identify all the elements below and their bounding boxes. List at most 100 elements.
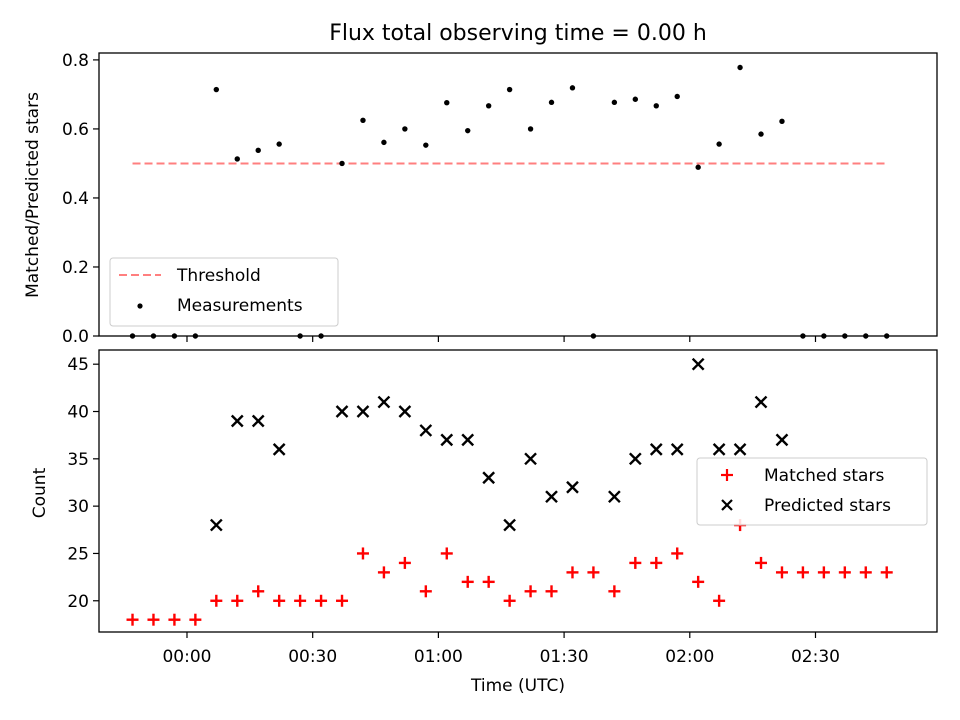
measurement-point — [506, 86, 513, 93]
matched-star-point — [356, 547, 369, 560]
measurement-point — [716, 141, 722, 147]
matched-star-point — [587, 566, 600, 579]
measurement-point — [213, 86, 220, 93]
bottom-x-axis: 00:00 00:30 01:00 01:30 02:00 02:30 — [162, 632, 840, 667]
top-legend-box — [109, 257, 339, 327]
measurement-point — [548, 99, 555, 106]
predicted-star-point — [356, 405, 370, 418]
measurements-legend-label: Measurements — [177, 296, 303, 316]
matched-star-point — [252, 585, 265, 598]
matched-star-point — [880, 566, 893, 579]
predicted-star-stroke-b — [419, 424, 433, 437]
bottom-y-axis-label: Count — [30, 467, 50, 518]
predicted-star-stroke-b — [335, 405, 349, 418]
measurement-point — [653, 103, 659, 109]
predicted-star-stroke-b — [545, 490, 558, 504]
predicted-star-point — [524, 452, 537, 466]
predicted-star-point — [503, 518, 516, 532]
predicted-star-point — [398, 405, 412, 418]
measurement-point — [360, 117, 366, 123]
predicted-star-stroke-b — [649, 443, 663, 456]
predicted-legend-swatch — [721, 499, 733, 511]
matched-star-point — [796, 566, 809, 579]
measurement-point — [569, 85, 576, 91]
measurement-point — [632, 96, 639, 102]
predicted-star-stroke-b — [482, 471, 496, 485]
matched-star-point — [377, 566, 390, 579]
predicted-star-stroke-b — [566, 480, 579, 494]
predicted-star-point — [649, 443, 663, 456]
predicted-star-point — [461, 433, 475, 447]
matched-star-point — [545, 585, 558, 598]
measurement-point — [402, 126, 408, 132]
predicted-star-point — [775, 433, 789, 447]
predicted-star-point — [545, 490, 558, 504]
bottom-y-tick-label: 20 — [67, 592, 89, 612]
matched-star-point — [755, 556, 768, 569]
measurement-point — [611, 99, 618, 106]
matched-star-point — [503, 594, 516, 607]
predicted-star-stroke-b — [356, 405, 370, 418]
predicted-star-point — [628, 452, 642, 466]
top-y-tick-label: 0.8 — [62, 51, 89, 71]
predicted-star-point — [712, 443, 726, 456]
top-y-axis-label: Matched/Predicted stars — [23, 92, 43, 298]
top-panel: 0.00.20.40.60.8 Matched/Predicted stars … — [23, 51, 938, 347]
bottom-y-tick-label: 25 — [67, 544, 89, 564]
predicted-star-point — [419, 424, 433, 437]
bottom-plot-frame — [98, 349, 938, 633]
matched-star-point — [713, 594, 726, 607]
matched-star-point — [315, 594, 328, 607]
matched-star-point — [461, 575, 474, 588]
matched-star-point — [608, 585, 621, 598]
predicted-star-stroke-b — [608, 490, 621, 504]
predicted-star-point — [754, 395, 768, 409]
top-y-tick-label: 0.6 — [62, 120, 89, 140]
measurement-point — [255, 147, 261, 154]
measurement-point — [737, 64, 743, 71]
predicted-star-point — [209, 518, 223, 532]
top-y-tick-label: 0.2 — [62, 258, 89, 278]
measurement-point — [339, 160, 345, 167]
matched-star-point — [336, 594, 349, 607]
top-x-ticks — [186, 336, 817, 342]
bottom-x-tick-label: 00:00 — [162, 647, 211, 667]
predicted-star-point — [691, 357, 705, 371]
matched-star-point — [671, 547, 684, 560]
bottom-y-tick-label: 35 — [67, 450, 89, 470]
predicted-star-stroke-b — [775, 433, 789, 447]
matched-star-point — [189, 613, 202, 626]
measurement-point — [779, 118, 785, 125]
predicted-star-stroke-b — [733, 443, 747, 456]
predicted-star-point — [230, 414, 244, 428]
measurement-point — [695, 164, 701, 170]
top-legend: Threshold Measurements — [109, 257, 339, 327]
predicted-star-stroke-b — [398, 405, 412, 418]
x-axis-label: Time (UTC) — [470, 676, 565, 696]
predicted-star-point — [251, 414, 265, 428]
matched-star-point — [210, 594, 223, 607]
predicted-star-stroke-b — [670, 443, 684, 456]
predicted-legend-label: Predicted stars — [764, 496, 891, 516]
predicted-star-stroke-b — [251, 414, 265, 428]
measurement-point — [234, 156, 240, 162]
matched-star-point — [273, 594, 286, 607]
predicted-star-point — [670, 443, 684, 456]
matched-star-point — [126, 613, 139, 626]
predicted-star-point — [733, 443, 747, 456]
bottom-x-tick-label: 00:30 — [288, 647, 337, 667]
bottom-x-tick-label: 02:00 — [665, 647, 714, 667]
predicted-star-stroke-b — [461, 433, 475, 447]
predicted-star-point — [566, 480, 579, 494]
measurement-point — [444, 99, 450, 106]
top-y-tick-label: 0.4 — [62, 189, 89, 209]
predicted-star-stroke-b — [754, 395, 768, 409]
measurements-legend-swatch — [137, 303, 143, 309]
bottom-legend-box — [696, 457, 928, 526]
predicted-star-point — [272, 443, 286, 456]
measurement-point — [527, 126, 534, 132]
top-y-tick-label: 0.0 — [62, 327, 89, 347]
measurement-point — [381, 139, 387, 146]
matched-star-point — [482, 575, 495, 588]
